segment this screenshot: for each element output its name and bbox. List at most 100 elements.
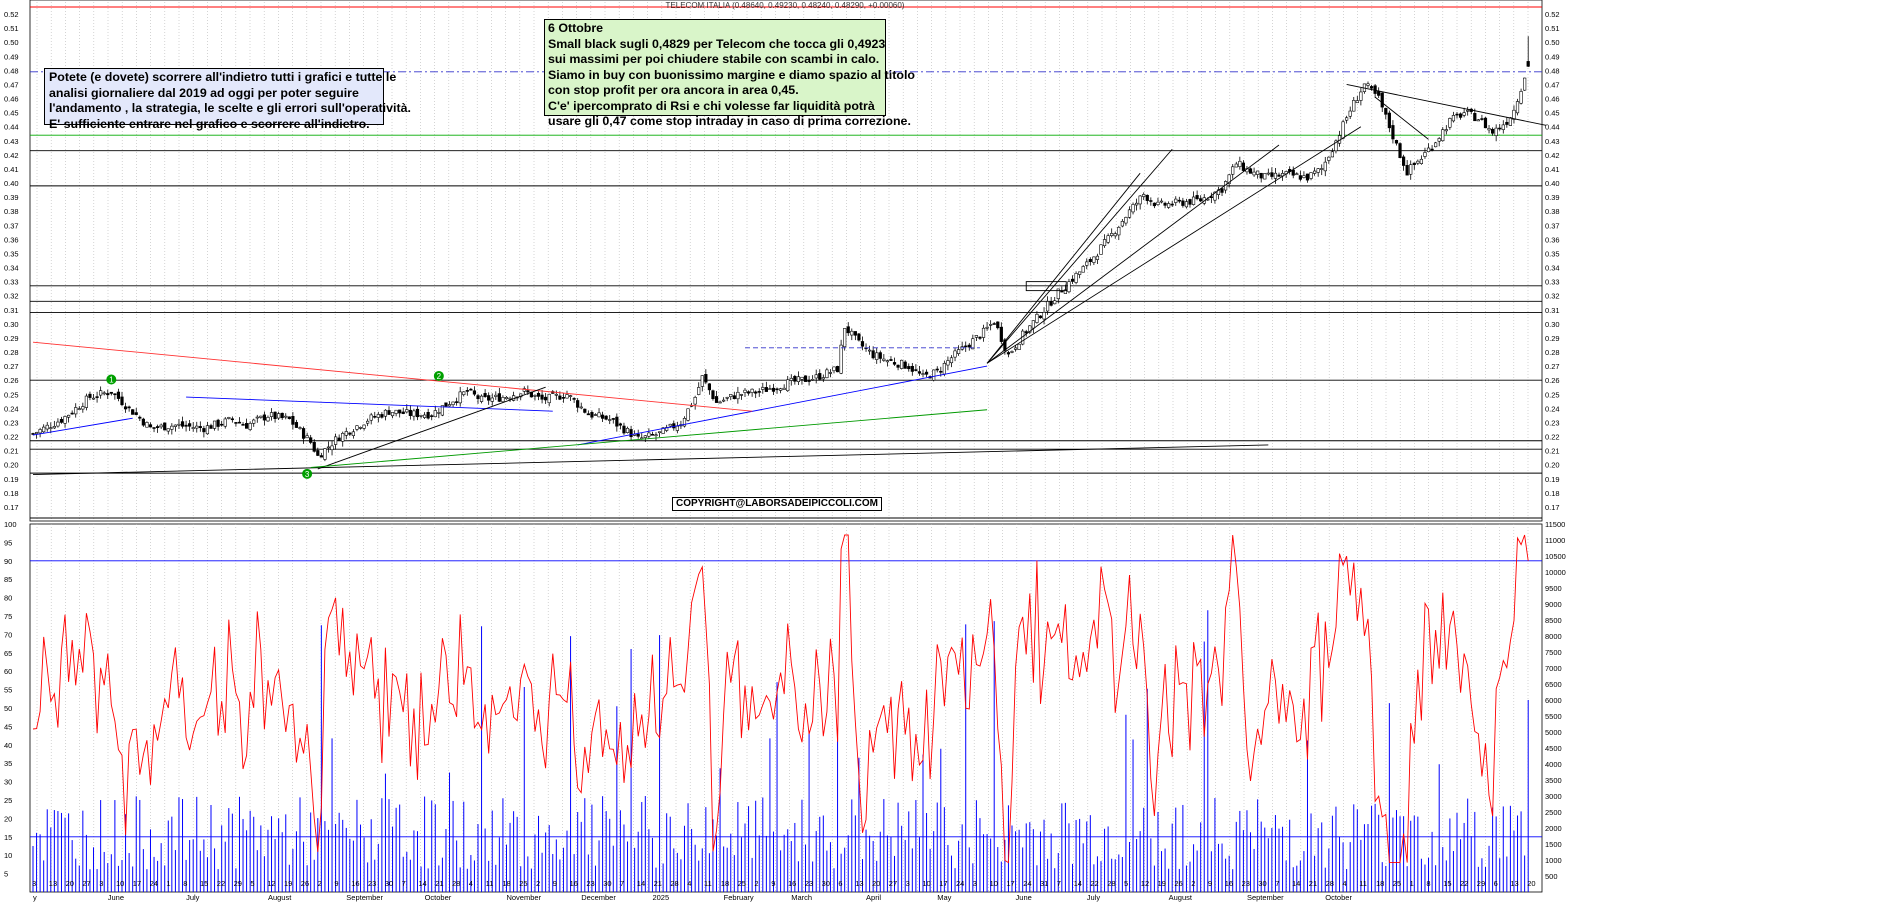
- y-tick-label: 0.36: [4, 235, 19, 244]
- candle: [70, 412, 74, 415]
- candle: [319, 455, 323, 458]
- volume-tick-label: 10000: [1545, 568, 1566, 577]
- candle: [771, 387, 776, 392]
- y-tick-label: 0.22: [1545, 433, 1560, 442]
- candle: [860, 341, 865, 347]
- x-day-label: 22: [1460, 879, 1468, 888]
- y-tick-label: 0.46: [4, 95, 19, 104]
- y-tick-label: 0.47: [1545, 80, 1560, 89]
- candle: [1348, 110, 1352, 117]
- y-tick-label: 0.49: [1545, 52, 1560, 61]
- candle: [714, 396, 719, 403]
- candle: [216, 419, 220, 427]
- candle: [590, 412, 594, 418]
- candle: [248, 422, 252, 430]
- rsi-tick-label: 5: [4, 870, 8, 879]
- candle: [487, 395, 491, 401]
- candle: [1377, 91, 1381, 96]
- candle: [761, 387, 765, 390]
- y-tick-label: 0.24: [4, 404, 19, 413]
- candle: [604, 415, 608, 420]
- y-tick-label: 0.27: [1545, 362, 1560, 371]
- candle: [106, 393, 110, 396]
- x-day-label: 11: [486, 879, 494, 888]
- candle: [1334, 140, 1338, 152]
- candle: [1085, 261, 1089, 266]
- candle: [1046, 301, 1050, 312]
- candle: [504, 397, 509, 400]
- candle: [1501, 124, 1505, 130]
- x-month-label: June: [108, 893, 124, 902]
- candle: [629, 429, 633, 438]
- candle: [1451, 115, 1456, 122]
- y-tick-label: 0.51: [1545, 24, 1560, 33]
- candle: [52, 426, 56, 429]
- candle: [123, 406, 128, 410]
- candle: [707, 383, 711, 391]
- candle: [857, 333, 861, 341]
- candle: [348, 432, 352, 435]
- candle: [1323, 161, 1327, 172]
- candle: [1145, 194, 1149, 201]
- candle: [415, 408, 420, 418]
- trend-line: [186, 396, 553, 412]
- candle: [159, 424, 163, 428]
- candle: [1170, 203, 1174, 206]
- candle: [312, 442, 316, 452]
- x-day-label: 5: [1124, 879, 1128, 888]
- candle: [1487, 128, 1491, 131]
- y-tick-label: 0.29: [4, 334, 19, 343]
- candle: [1369, 86, 1374, 89]
- candle: [301, 428, 306, 439]
- x-day-label: 18: [502, 879, 510, 888]
- candle: [362, 424, 366, 429]
- candle: [1277, 174, 1281, 177]
- candle: [547, 393, 551, 404]
- candle: [1394, 140, 1399, 144]
- candle: [1024, 331, 1028, 334]
- note-line: sui massimi per poi chiudere stabile con…: [548, 52, 880, 66]
- candle: [494, 394, 498, 397]
- candle: [1291, 169, 1295, 176]
- rsi-tick-label: 60: [4, 667, 12, 676]
- candle: [88, 393, 92, 398]
- candle: [476, 395, 480, 400]
- candle: [839, 344, 843, 374]
- candle: [1416, 160, 1420, 164]
- candle: [924, 371, 929, 375]
- y-tick-label: 0.19: [4, 475, 19, 484]
- note-line: Small black sugli 0,4829 per Telecom che…: [548, 36, 886, 51]
- candle: [889, 359, 893, 361]
- y-tick-label: 0.25: [4, 390, 19, 399]
- candle: [793, 376, 797, 382]
- candle: [978, 336, 982, 339]
- candle: [900, 359, 904, 369]
- candle: [91, 397, 96, 400]
- x-day-label: 14: [1074, 879, 1082, 888]
- candle: [1402, 156, 1406, 166]
- candle: [825, 369, 829, 379]
- y-tick-label: 0.23: [1545, 418, 1560, 427]
- y-tick-label: 0.50: [1545, 38, 1560, 47]
- y-tick-label: 0.28: [4, 348, 19, 357]
- candle: [227, 417, 231, 419]
- candle: [1099, 244, 1103, 255]
- volume-tick-label: 9000: [1545, 600, 1562, 609]
- candle: [536, 392, 541, 397]
- candle: [351, 431, 356, 436]
- candle: [989, 324, 993, 326]
- candle: [946, 360, 950, 366]
- candle: [188, 423, 192, 427]
- wave-marker: [433, 370, 444, 381]
- candle: [1238, 160, 1242, 167]
- y-tick-label: 0.47: [4, 80, 19, 89]
- y-tick-label: 0.28: [1545, 348, 1560, 357]
- x-day-label: 23: [805, 879, 813, 888]
- y-tick-label: 0.33: [4, 278, 19, 287]
- candle: [501, 397, 505, 403]
- note-line: Potete (e dovete) scorrere all'indietro …: [49, 70, 397, 84]
- candle: [636, 433, 640, 437]
- candle: [355, 425, 359, 430]
- candle: [956, 349, 961, 354]
